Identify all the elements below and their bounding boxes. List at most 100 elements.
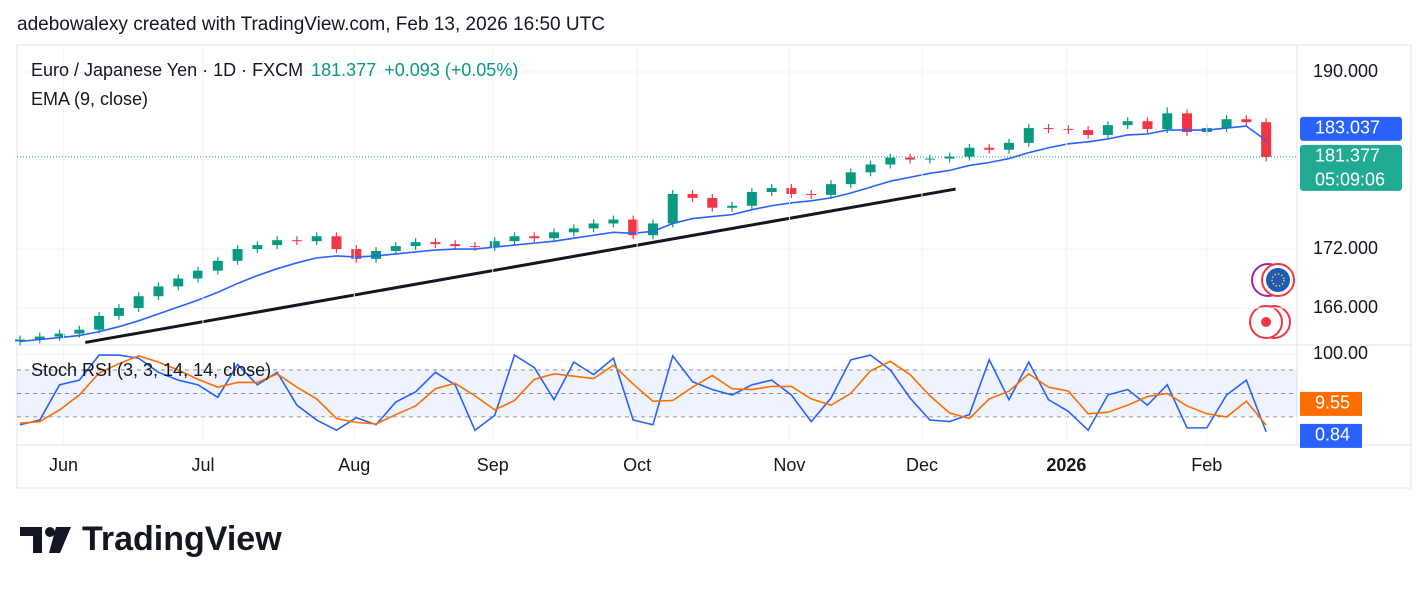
candle-body [865, 164, 876, 173]
candle-body [1261, 122, 1272, 157]
chart-frame [16, 44, 1412, 489]
candle-body [1102, 125, 1113, 135]
candle-body [291, 240, 302, 242]
candle-body [608, 219, 619, 224]
price-legend: Euro / Japanese Yen · 1D · FXCM 181.377 +0… [31, 60, 526, 81]
stoch-line [19, 355, 1267, 426]
candle-body [390, 246, 401, 251]
x-tick-label: Jul [191, 455, 214, 475]
candle-body [707, 197, 718, 208]
candle-body [1142, 121, 1153, 130]
y-tick-label: 100.00 [1313, 343, 1368, 363]
candle-body [549, 232, 560, 239]
candle-body [964, 147, 975, 157]
value-text: 0.84 [1315, 425, 1350, 445]
candle-body [430, 242, 441, 245]
candle-body [1241, 119, 1252, 123]
candle-body [746, 192, 757, 206]
candle-body [212, 260, 223, 271]
last-price-label-extra: 05:09:06 [1315, 170, 1385, 190]
candle-body [1004, 142, 1014, 150]
candle-body [588, 223, 599, 229]
candle-body [806, 193, 817, 195]
candle-body [371, 250, 382, 259]
x-tick-label: Nov [773, 455, 805, 475]
x-tick-label: Aug [338, 455, 370, 475]
price-change: +0.093 (+0.05%) [384, 60, 519, 80]
candle-body [1023, 128, 1034, 143]
candle-body [766, 188, 777, 193]
candle-body [133, 296, 144, 309]
candle-body [845, 172, 856, 185]
candle-body [727, 205, 738, 208]
x-tick-label: Oct [623, 455, 651, 475]
candle-body [193, 270, 204, 279]
candle-body [647, 223, 658, 236]
stoch-k-label: 0.84 [1300, 423, 1362, 448]
candle-body [113, 308, 124, 316]
candle-body [1063, 129, 1074, 131]
candle-body [450, 244, 461, 247]
ema-price-label: 183.037 [1300, 116, 1402, 141]
stoch-legend: Stoch RSI (3, 3, 14, 14, close) [31, 360, 279, 381]
x-tick-label: Feb [1191, 455, 1222, 475]
candle-body [15, 339, 25, 342]
candle-body [74, 329, 85, 334]
candle-body [173, 278, 184, 287]
ema-price-label-text: 183.037 [1315, 118, 1380, 138]
brand-name: TradingView [82, 520, 282, 558]
brand-logo [20, 527, 71, 553]
candle-body [153, 286, 164, 297]
candle-body [687, 193, 698, 198]
value-box [1300, 391, 1362, 416]
candle-body [885, 157, 896, 165]
candle-body [469, 246, 480, 248]
y-tick-label: 190.000 [1313, 61, 1378, 81]
candle-body [489, 241, 500, 248]
candle-body [1182, 113, 1193, 133]
x-tick-label: Sep [477, 455, 509, 475]
candle-body [94, 315, 105, 330]
candle-body [1122, 121, 1133, 126]
candle-body [272, 240, 283, 246]
stoch-line [19, 353, 1267, 433]
candle-body [331, 236, 342, 250]
ema-price-label-box [1300, 116, 1402, 141]
x-tick-label: Jun [49, 455, 78, 475]
y-tick-label: 172.000 [1313, 238, 1378, 258]
candle-body [311, 236, 322, 242]
attribution: adebowalexy created with TradingView.com… [17, 14, 605, 35]
candle-body [944, 156, 955, 159]
candle-body [410, 242, 421, 247]
candle-body [529, 236, 540, 239]
candle-body [1043, 128, 1054, 130]
candle-body [351, 249, 362, 259]
symbol-icons [1249, 263, 1295, 339]
ema-name: EMA (9, close) [31, 89, 149, 109]
candle-body [509, 236, 520, 242]
candle-body [232, 249, 243, 261]
y-tick-label: 166.000 [1313, 297, 1378, 317]
candle-body [905, 157, 916, 160]
stoch-title: Stoch RSI (3, 3, 14, 14, close) [31, 360, 272, 380]
value-box [1300, 423, 1362, 448]
candle-body [568, 228, 579, 233]
ema-line [19, 125, 1267, 343]
candle-body [628, 219, 639, 236]
last-price-label-text: 181.377 [1315, 146, 1380, 166]
candle-body [786, 188, 797, 194]
candle-body [924, 158, 935, 160]
candle-body [1083, 130, 1094, 135]
ema-legend: EMA (9, close) [31, 89, 156, 110]
last-price: 181.377 [311, 60, 377, 80]
x-tick-label: 2026 [1046, 455, 1086, 475]
x-tick-label: Dec [906, 455, 938, 475]
last-price-label: 181.377 05:09:06 [1300, 144, 1402, 191]
candle-body [667, 193, 678, 224]
stoch-d-label: 9.55 [1300, 391, 1362, 416]
candle-body [825, 184, 836, 195]
candle-body [1221, 119, 1232, 129]
trendline [85, 187, 956, 344]
